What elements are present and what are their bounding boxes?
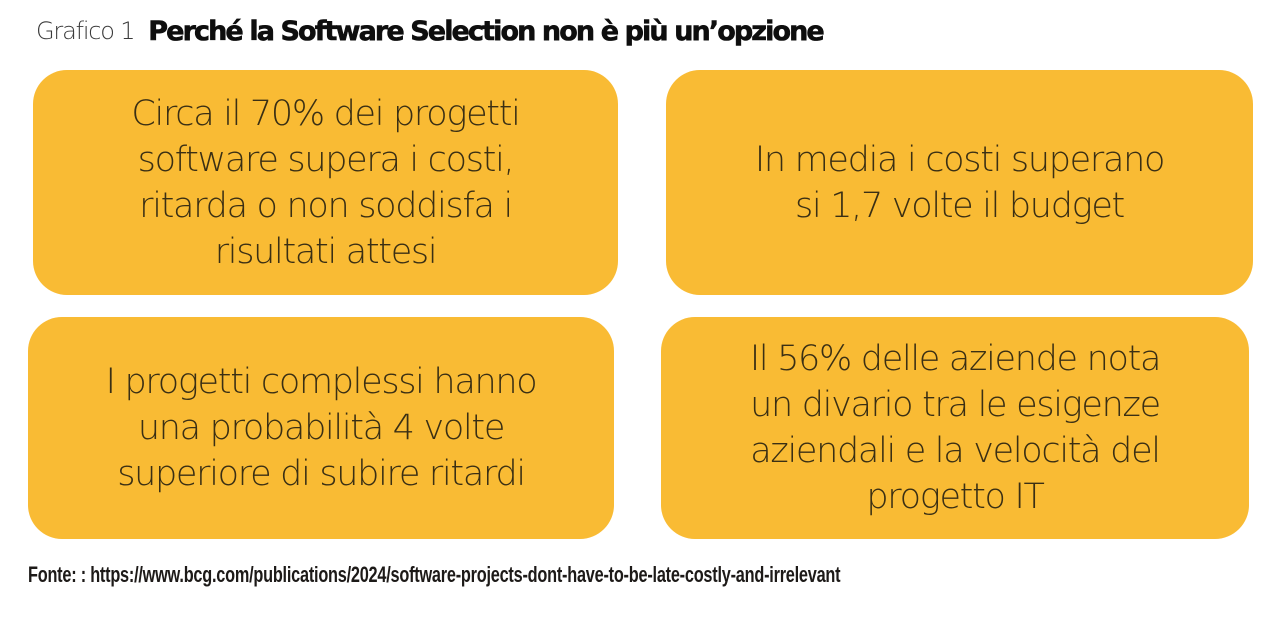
source-citation: Fonte: : https://www.bcg.com/publication… [28,562,841,587]
stat-card-business-it-gap: Il 56% delle aziende nota un divario tra… [661,317,1249,539]
stat-card-text: I progetti complessi hanno una probabili… [105,362,538,494]
chart-title: Perché la Software Selection non è più u… [148,15,825,47]
stat-card-text: Il 56% delle aziende nota un divario tra… [749,339,1162,517]
chart-label: Grafico 1 [36,17,135,45]
stat-card-text: Circa il 70% dei progetti software super… [131,93,520,272]
stat-card-budget-multiplier: In media i costi superano si 1,7 volte i… [666,70,1253,295]
stat-card-complex-projects-delay: I progetti complessi hanno una probabili… [28,317,614,539]
stat-card-cost-overrun: Circa il 70% dei progetti software super… [33,70,618,295]
chart-header: Grafico 1 Perché la Software Selection n… [36,10,825,52]
stat-card-text: In media i costi superano si 1,7 volte i… [754,139,1165,226]
